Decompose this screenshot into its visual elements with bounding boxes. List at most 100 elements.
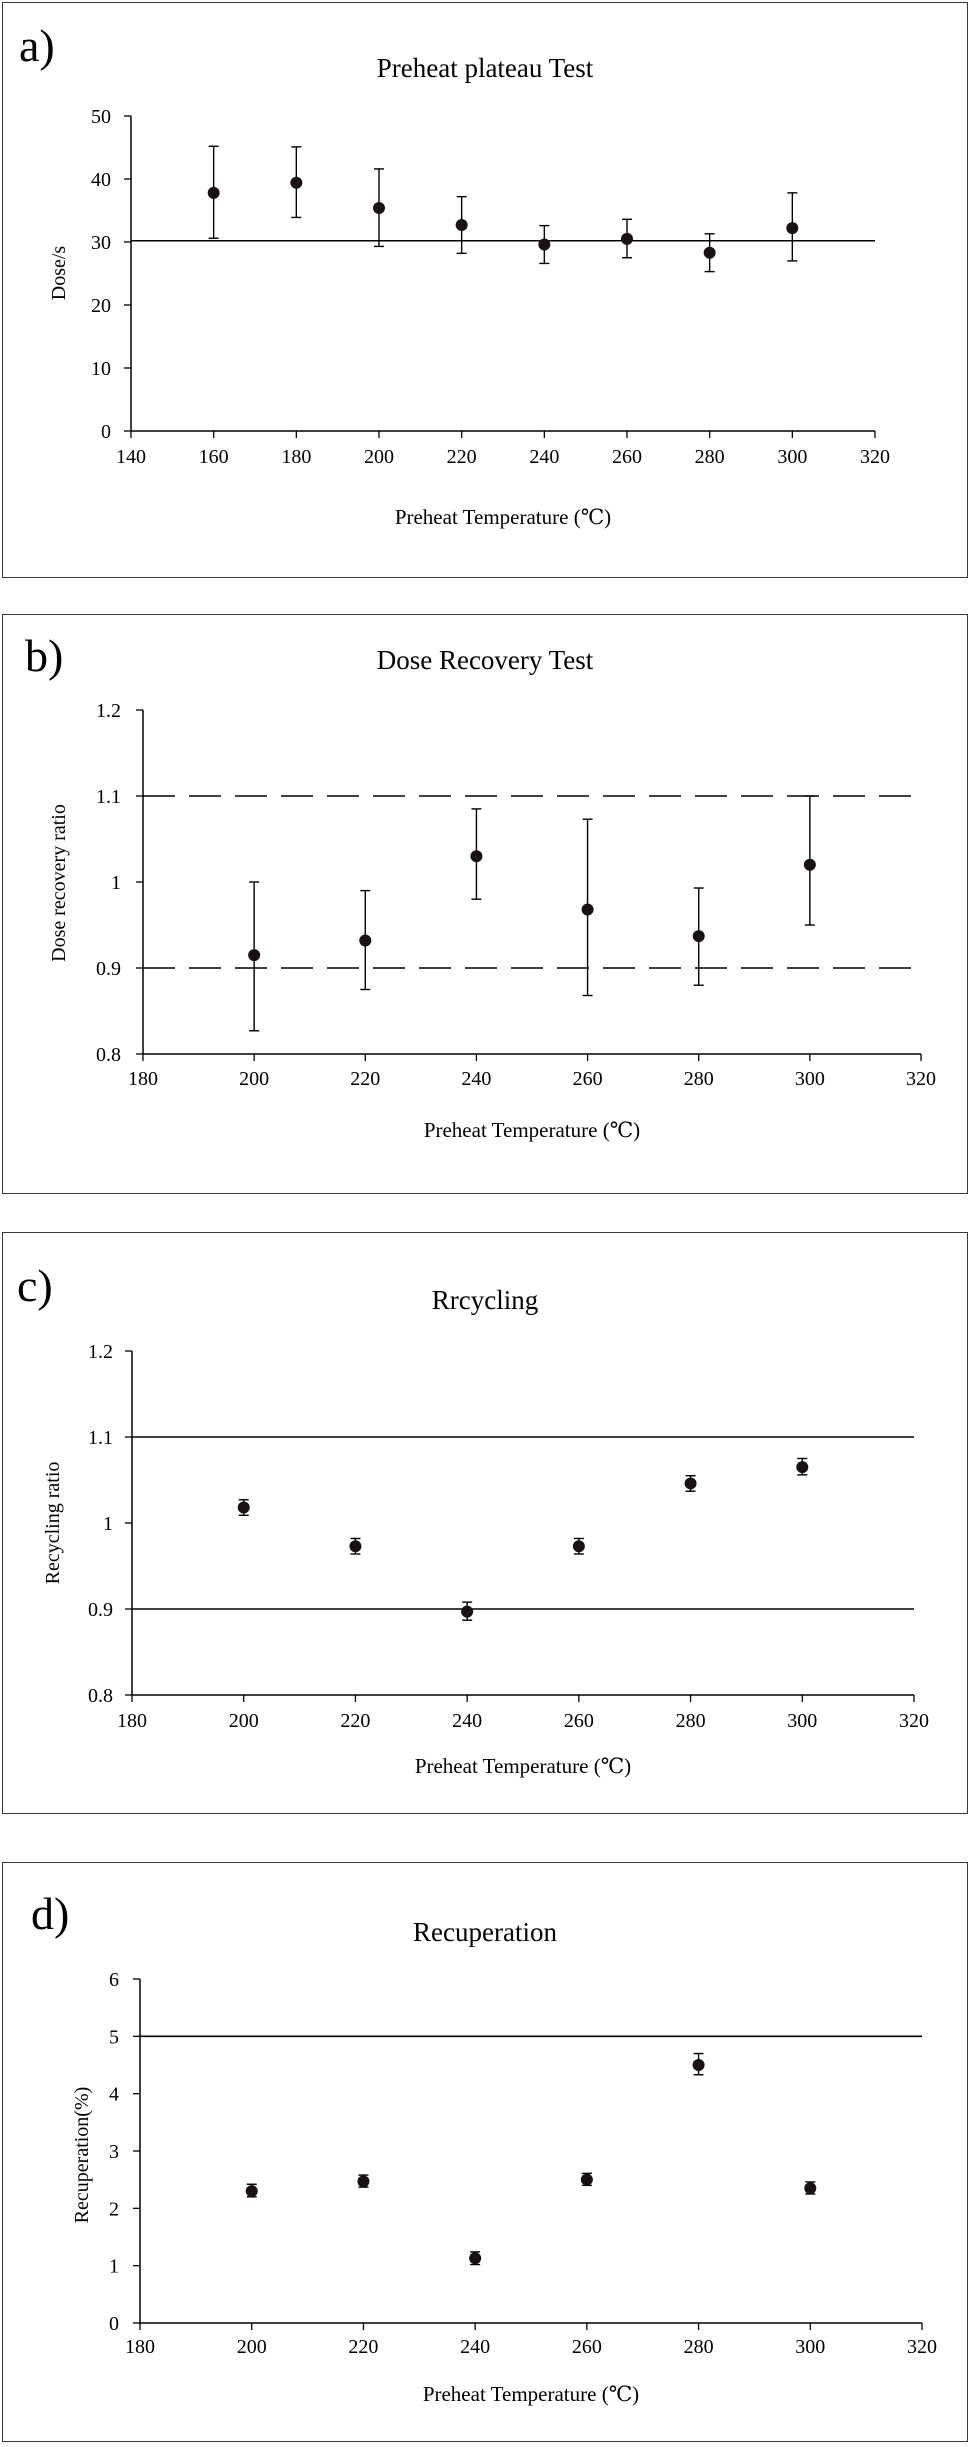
data-point [804,2182,817,2195]
chart-title: Recuperation [413,1917,557,1947]
y-tick-label: 0.8 [88,1685,113,1707]
chart-title: Dose Recovery Test [376,645,594,675]
x-tick-label: 320 [907,2336,937,2358]
chart-title: Preheat plateau Test [376,53,594,83]
y-tick-label: 0.9 [96,958,121,980]
x-tick-label: 240 [452,1710,482,1732]
x-tick-label: 240 [529,446,559,468]
data-point [803,858,816,871]
data-point [796,1461,809,1474]
data-point [580,2173,593,2186]
chart-panel-b: b) Dose Recovery Test 0.8 0.9 1 1.1 1.2 180 20… [2,614,968,1194]
y-tick-label: 50 [91,106,111,128]
x-tick-label: 240 [461,1068,491,1090]
y-axis-label: Recuperation(%) [71,2087,93,2224]
x-tick-label: 280 [676,1710,706,1732]
x-axis-label: Preheat Temperature (℃) [395,505,611,529]
data-point [349,1540,362,1553]
y-tick-label: 1 [103,1513,113,1535]
y-tick-label: 0 [109,2313,119,2335]
x-tick-label: 220 [348,2336,378,2358]
y-axis-label: Dose/s [48,246,70,301]
y-tick-label: 1 [111,872,121,894]
y-tick-label: 1.2 [88,1341,113,1363]
x-tick-label: 300 [795,2336,825,2358]
x-tick-label: 220 [340,1710,370,1732]
panel-label: d) [31,1888,70,1939]
x-tick-label: 300 [795,1068,825,1090]
x-axis-label: Preheat Temperature (℃) [415,1754,631,1778]
data-point [455,218,468,231]
data-point [581,903,594,916]
x-tick-label: 160 [199,446,229,468]
x-tick-label: 280 [684,2336,714,2358]
data-point [237,1501,250,1514]
y-tick-label: 1.1 [96,786,121,808]
x-tick-label: 260 [573,1068,603,1090]
y-tick-label: 1 [109,2256,119,2278]
data-point [692,930,705,943]
data-point [621,232,633,245]
panel-label: c) [17,1260,53,1311]
x-tick-label: 320 [899,1710,929,1732]
data-point [470,850,483,863]
y-tick-label: 4 [109,2084,119,2106]
data-point [290,176,303,189]
x-tick-label: 200 [239,1068,269,1090]
x-tick-label: 220 [350,1068,380,1090]
y-tick-label: 30 [91,232,111,254]
data-point [359,934,372,947]
y-tick-label: 6 [109,1969,119,1991]
plot-area: 0 1 2 3 4 5 6 180 200 220 240 260 280 300 320 Preheat T… [71,1969,937,2406]
data-point [373,201,385,214]
plot-area: 0.8 0.9 1 1.1 1.2 180 200 220 240 260 280 300 320 Pre… [48,700,936,1142]
y-tick-label: 0 [101,421,111,443]
x-tick-label: 180 [125,2336,155,2358]
data-point [572,1540,585,1553]
x-tick-label: 300 [777,446,807,468]
y-axis-label: Dose recovery ratio [48,804,70,962]
y-tick-label: 40 [91,169,111,191]
data-point [248,949,261,962]
plot-area: 0.8 0.9 1 1.1 1.2 180 200 220 240 260 280 300 320 Pre… [42,1341,929,1778]
x-tick-label: 240 [460,2336,490,2358]
plot-area: 0 10 20 30 40 50 140 160 180 200 220 240 260 280 300 32… [48,106,890,529]
y-tick-label: 2 [109,2198,119,2220]
x-tick-label: 280 [684,1068,714,1090]
y-tick-label: 20 [91,295,111,317]
data-point [245,2185,258,2198]
x-tick-label: 220 [447,446,477,468]
y-tick-label: 5 [109,2026,119,2048]
x-axis-label: Preheat Temperature (℃) [423,2382,639,2406]
y-tick-label: 1.2 [96,700,121,722]
chart-title: Rrcycling [431,1285,539,1315]
x-tick-label: 180 [128,1068,158,1090]
y-tick-label: 1.1 [88,1427,113,1449]
chart-panel-d: d) Recuperation 0 1 2 3 4 5 6 180 200 220 240 260 28… [2,1862,968,2442]
chart-panel-c: c) Rrcycling 0.8 0.9 1 1.1 1.2 180 200 220 240 26… [2,1232,968,1814]
y-tick-label: 3 [109,2141,119,2163]
x-tick-label: 280 [695,446,725,468]
data-point [703,246,716,259]
y-tick-label: 10 [91,358,111,380]
y-axis-label: Recycling ratio [42,1462,64,1585]
data-point [786,222,799,235]
x-tick-label: 140 [116,446,146,468]
data-point [207,186,220,199]
data-point [692,2059,705,2071]
data-point [684,1477,697,1490]
x-tick-label: 260 [612,446,642,468]
x-tick-label: 320 [860,446,890,468]
y-tick-label: 0.9 [88,1599,113,1621]
x-tick-label: 180 [117,1710,147,1732]
data-point [469,2252,482,2265]
x-tick-label: 200 [237,2336,267,2358]
data-point [357,2175,370,2188]
data-point [538,238,551,251]
x-tick-label: 260 [564,1710,594,1732]
chart-panel-a: a) Preheat plateau Test 0 10 20 30 40 50 140 16… [2,2,968,578]
x-tick-label: 300 [787,1710,817,1732]
x-tick-label: 260 [572,2336,602,2358]
panel-label: b) [25,630,64,681]
panel-label: a) [19,20,55,71]
